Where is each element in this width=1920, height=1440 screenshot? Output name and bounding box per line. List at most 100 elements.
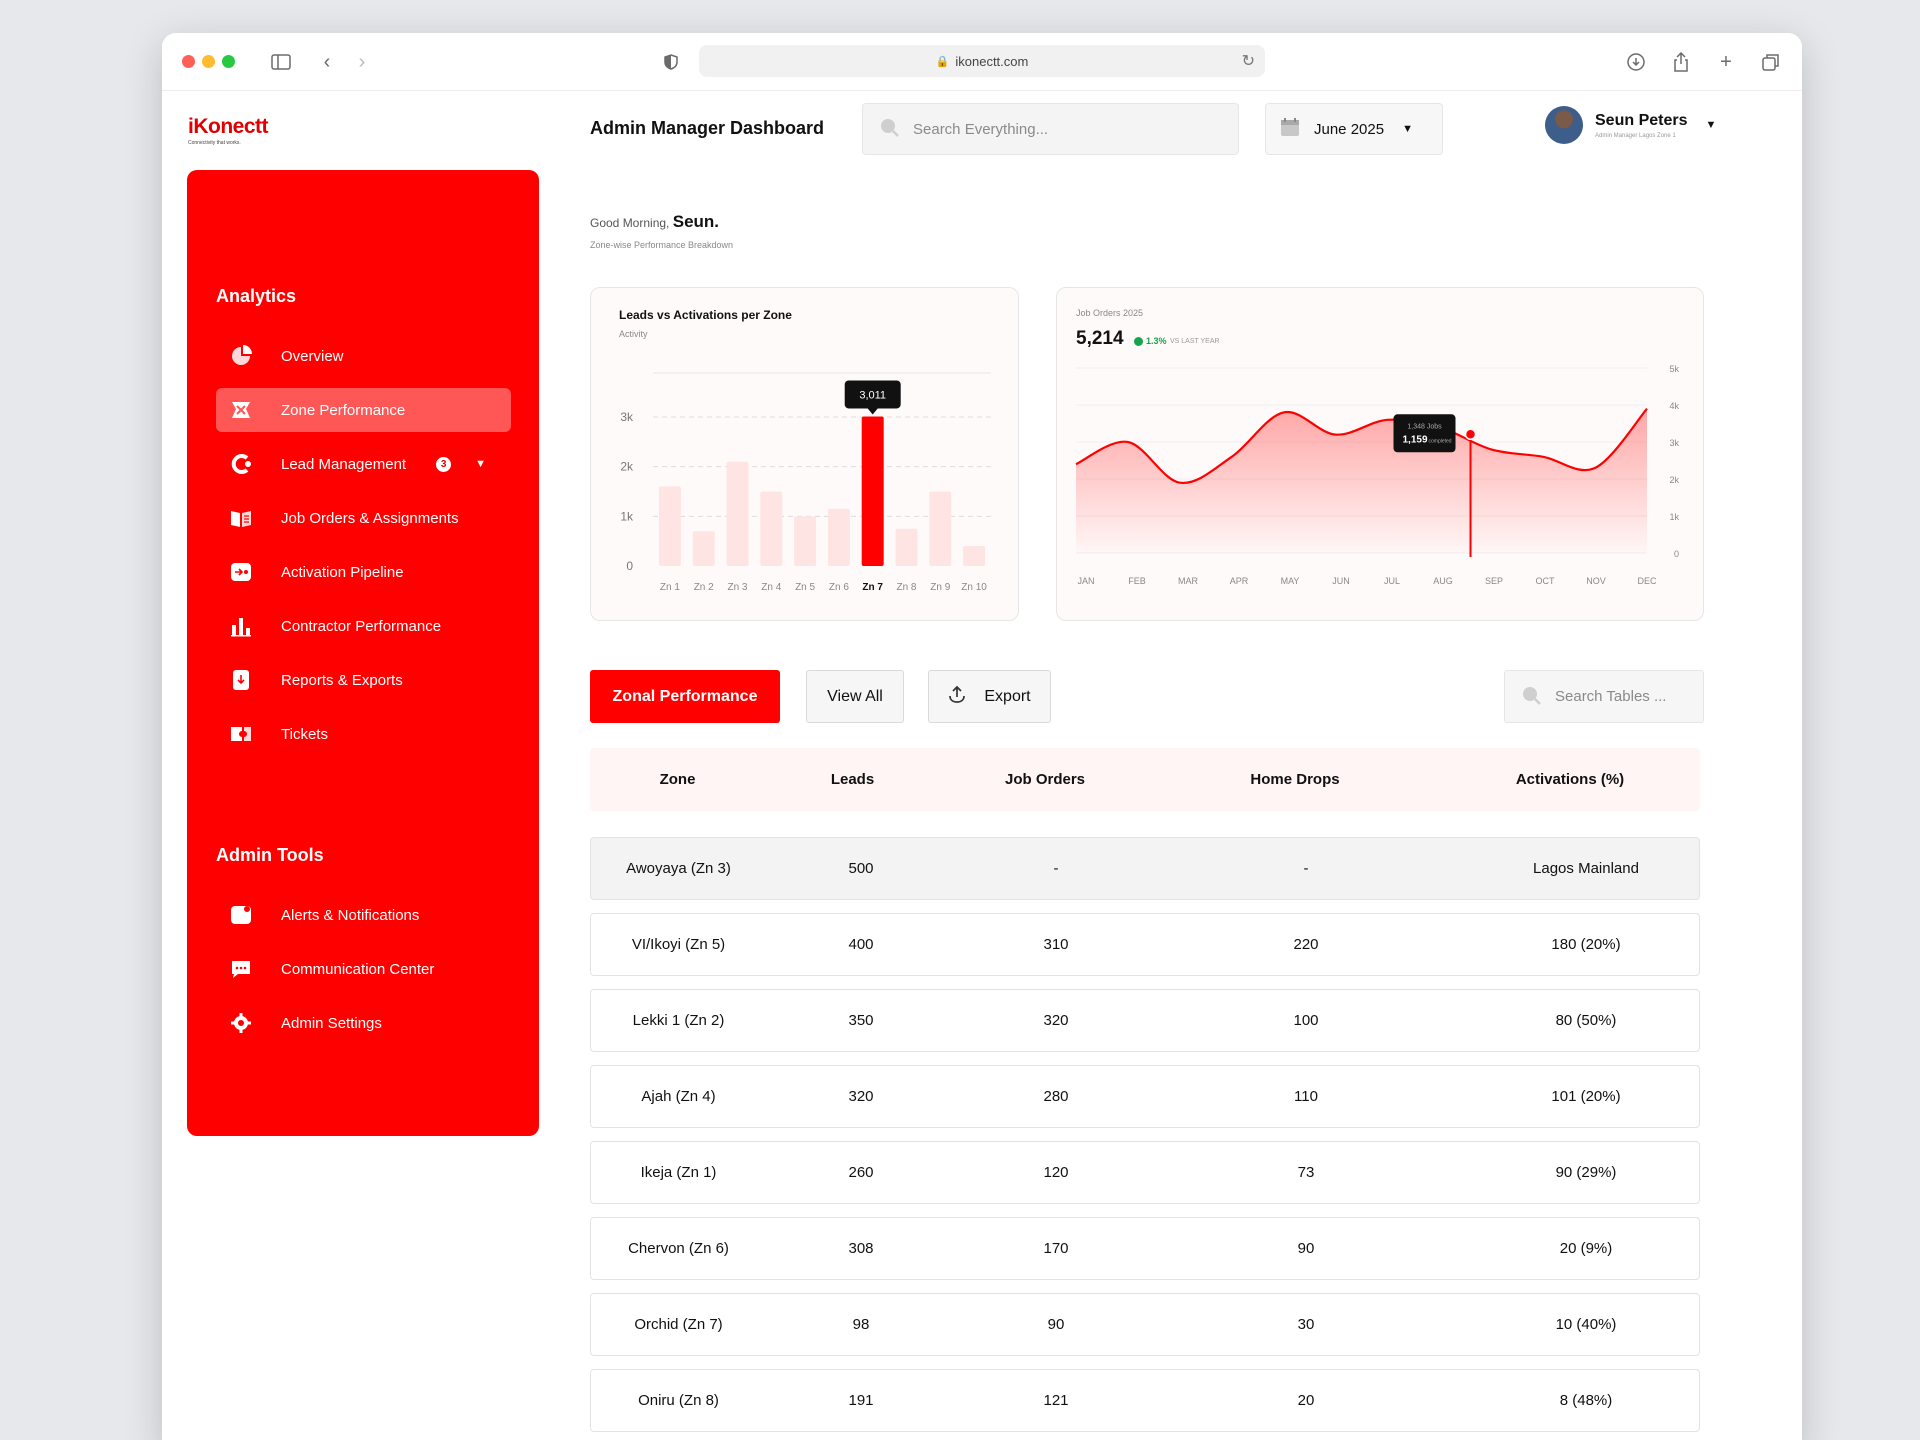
table-cell: Lagos Mainland [1533, 860, 1639, 877]
tooltip-box [1393, 414, 1456, 453]
sidebar-item-activation-pipeline[interactable]: Activation Pipeline [216, 550, 511, 594]
browser-toolbar: ‹ › 🔒 ikonectt.com ↻ + [162, 33, 1802, 91]
table-row[interactable]: Chervon (Zn 6) 308 170 90 20 (9%) [590, 1217, 1700, 1280]
sidebar-item-tickets[interactable]: Tickets [216, 712, 511, 756]
chevron-down-icon[interactable]: ▼ [1705, 119, 1717, 131]
tooltip-suffix: completed [1429, 438, 1452, 444]
chevron-down-icon[interactable]: ▼ [475, 458, 486, 470]
table-row[interactable]: VI/Ikoyi (Zn 5) 400 310 220 180 (20%) [590, 913, 1700, 976]
x-tick-label: Zn 5 [795, 582, 815, 593]
column-header-leads[interactable]: Leads [830, 771, 875, 788]
column-header-zone[interactable]: Zone [659, 771, 696, 788]
download-icon[interactable] [1621, 47, 1651, 77]
bar [861, 416, 884, 566]
brand-logo[interactable]: iKonectt Connectivity that works. [188, 115, 269, 146]
x-tick-label: Zn 8 [896, 582, 916, 593]
table-cell: 500 [848, 860, 874, 877]
bar [760, 491, 783, 566]
area-fill [1076, 408, 1647, 553]
table-cell: 80 (50%) [1555, 1012, 1617, 1029]
x-tick-label: Zn 7 [862, 582, 883, 593]
leads-activations-chart-card: Leads vs Activations per Zone Activity 0… [590, 287, 1019, 621]
global-search-input[interactable]: Search Everything... [862, 103, 1239, 155]
sidebar-item-lead-management[interactable]: Lead Management 3 ▼ [216, 442, 511, 486]
sidebar-toggle-icon[interactable] [266, 47, 296, 77]
sidebar-item-reports-exports[interactable]: Reports & Exports [216, 658, 511, 702]
bar [827, 508, 850, 566]
y-tick-label: 2k [620, 460, 634, 474]
avatar[interactable] [1545, 106, 1583, 144]
address-bar[interactable]: 🔒 ikonectt.com ↻ [699, 45, 1265, 77]
notification-count-badge: 3 [436, 456, 452, 472]
date-value: June 2025 [1314, 120, 1385, 138]
minimize-window-button[interactable] [202, 55, 215, 68]
search-placeholder: Search Everything... [913, 120, 1049, 138]
table-cell: 100 [1293, 1012, 1319, 1029]
table-row[interactable]: Oniru (Zn 8) 191 121 20 8 (48%) [590, 1369, 1700, 1432]
table-cell: - [1053, 860, 1059, 877]
page-title: Admin Manager Dashboard [590, 118, 825, 138]
table-search-input[interactable]: Search Tables ... [1504, 670, 1704, 723]
date-selector[interactable]: June 2025 ▼ [1265, 103, 1443, 155]
table-cell: 170 [1043, 1240, 1069, 1257]
table-row[interactable]: Orchid (Zn 7) 98 90 30 10 (40%) [590, 1293, 1700, 1356]
up-trend-dot-icon [1134, 336, 1143, 346]
table-cell: 308 [848, 1240, 874, 1257]
change-label: VS LAST YEAR [1170, 338, 1220, 345]
view-all-button[interactable]: View All [806, 670, 904, 723]
table-cell: 280 [1043, 1088, 1069, 1105]
share-icon[interactable] [1666, 47, 1696, 77]
sidebar-item-label: Reports & Exports [281, 671, 403, 689]
sidebar-item-alerts-notifications[interactable]: Alerts & Notifications [216, 893, 511, 937]
table-row[interactable]: Awoyaya (Zn 3) 500 - - Lagos Mainland [590, 837, 1700, 900]
bar-chart-icon [230, 615, 252, 637]
reload-icon[interactable]: ↻ [1241, 53, 1255, 70]
column-header-home-drops[interactable]: Home Drops [1250, 771, 1340, 788]
sidebar-item-label: Communication Center [281, 960, 435, 978]
shield-icon[interactable] [656, 47, 686, 77]
sidebar-item-contractor-performance[interactable]: Contractor Performance [216, 604, 511, 648]
greeting-subtitle: Zone-wise Performance Breakdown [590, 240, 734, 250]
sidebar-item-label: Zone Performance [281, 401, 406, 419]
table-cell: 350 [848, 1012, 874, 1029]
forward-icon[interactable]: › [358, 50, 366, 73]
chart-subtitle: Activity [619, 329, 648, 339]
x-tick-label: JAN [1077, 576, 1094, 586]
back-icon[interactable]: ‹ [323, 50, 331, 73]
admin-tools-section-title: Admin Tools [216, 845, 324, 865]
close-window-button[interactable] [182, 55, 195, 68]
job-orders-chart-card: Job Orders 2025 5,214 1.3% VS LAST YEAR … [1056, 287, 1704, 621]
sidebar-item-overview[interactable]: Overview [216, 334, 511, 378]
sidebar-item-job-orders[interactable]: Job Orders & Assignments [216, 496, 511, 540]
user-menu[interactable]: Seun Peters Admin Manager Lagos Zone 1 ▼ [1545, 106, 1716, 144]
table-row[interactable]: Ajah (Zn 4) 320 280 110 101 (20%) [590, 1065, 1700, 1128]
sidebar-item-label: Activation Pipeline [281, 563, 404, 581]
table-row[interactable]: Lekki 1 (Zn 2) 350 320 100 80 (50%) [590, 989, 1700, 1052]
zoom-window-button[interactable] [222, 55, 235, 68]
x-tick-label: MAR [1178, 576, 1199, 586]
tabs-overview-icon[interactable] [1756, 47, 1786, 77]
table-cell: 90 [1297, 1240, 1315, 1257]
browser-window: ‹ › 🔒 ikonectt.com ↻ + iKonectt Connecti… [162, 33, 1802, 1440]
sidebar-item-admin-settings[interactable]: Admin Settings [216, 1001, 511, 1045]
zonal-performance-button[interactable]: Zonal Performance [590, 670, 780, 723]
export-button[interactable]: Export [928, 670, 1051, 723]
bar [895, 528, 918, 566]
tooltip-value: 3,011 [859, 389, 886, 401]
table-cell: 220 [1293, 936, 1319, 953]
new-tab-icon[interactable]: + [1720, 50, 1732, 73]
table-row[interactable]: Ikeja (Zn 1) 260 120 73 90 (29%) [590, 1141, 1700, 1204]
sidebar-item-zone-performance[interactable]: Zone Performance [216, 388, 511, 432]
column-header-activations[interactable]: Activations (%) [1515, 771, 1625, 788]
greeting-name: Seun. [672, 212, 720, 231]
y-tick-label: 2k [1669, 475, 1679, 485]
series-line [1075, 407, 1648, 484]
sidebar-item-communication-center[interactable]: Communication Center [216, 947, 511, 991]
table-cell: Chervon (Zn 6) [628, 1240, 729, 1257]
sidebar-item-label: Lead Management [281, 455, 407, 473]
column-header-job-orders[interactable]: Job Orders [1004, 771, 1086, 788]
greeting-prefix: Good Morning, [590, 216, 670, 230]
table-cell: 260 [848, 1164, 874, 1181]
search-icon [1521, 685, 1541, 709]
bar [726, 461, 749, 566]
